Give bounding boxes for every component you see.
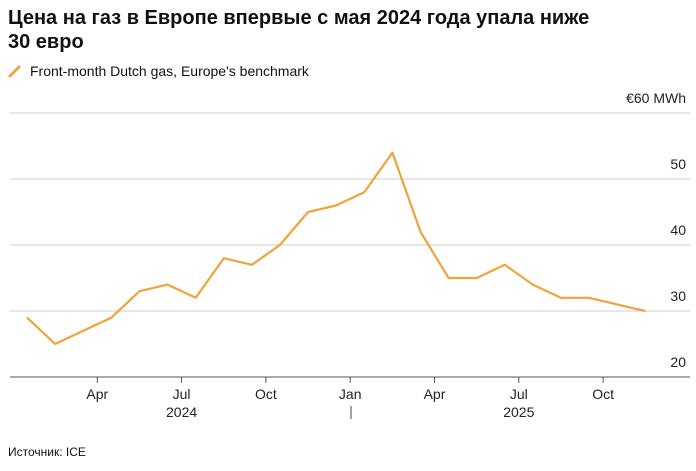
x-tick-label: Apr bbox=[424, 386, 446, 402]
year-label: 2024 bbox=[166, 404, 197, 420]
year-label: 2025 bbox=[503, 404, 534, 420]
y-tick-label: 30 bbox=[670, 288, 686, 304]
chart: 20 30 40 50 €60 MWh Apr Jul Oct Jan Apr Jul Oct 2024… bbox=[10, 90, 690, 420]
chart-title: Цена на газ в Европе впервые с мая 2024 … bbox=[8, 7, 590, 53]
x-tick-label: Apr bbox=[86, 386, 108, 402]
legend-swatch bbox=[8, 65, 21, 78]
x-tick-label: Jan bbox=[339, 386, 362, 402]
x-tick-label: Jul bbox=[510, 386, 528, 402]
y-tick-label: €60 MWh bbox=[626, 90, 686, 106]
legend: Front-month Dutch gas, Europe's benchmar… bbox=[8, 63, 309, 79]
x-tick-label: Jul bbox=[173, 386, 191, 402]
source: Источник: ICE bbox=[8, 445, 86, 459]
y-tick-label: 20 bbox=[670, 354, 686, 370]
line-series bbox=[26, 151, 646, 346]
x-tick-label: Oct bbox=[255, 386, 277, 402]
legend-label: Front-month Dutch gas, Europe's benchmar… bbox=[30, 63, 309, 79]
x-tick-label: Oct bbox=[592, 386, 614, 402]
y-tick-label: 40 bbox=[670, 222, 686, 238]
y-tick-label: 50 bbox=[670, 156, 686, 172]
